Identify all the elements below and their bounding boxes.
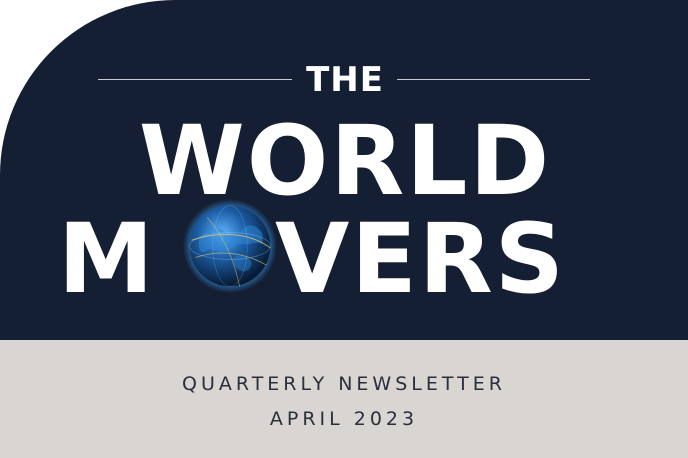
- header-background: [0, 0, 688, 340]
- subtitle: QUARTERLY NEWSLETTER: [182, 373, 506, 395]
- title-world: WORLD: [138, 105, 552, 217]
- globe-icon: [182, 198, 278, 294]
- title-m: M: [58, 203, 156, 315]
- divider-right: [397, 79, 590, 80]
- newsletter-header: THE WORLD M VERS: [0, 0, 688, 340]
- newsletter-footer: [0, 340, 688, 458]
- title-vers: VERS: [275, 203, 566, 315]
- title-the: THE: [306, 60, 384, 100]
- issue-date: APRIL 2023: [269, 408, 419, 430]
- divider-left: [98, 79, 292, 80]
